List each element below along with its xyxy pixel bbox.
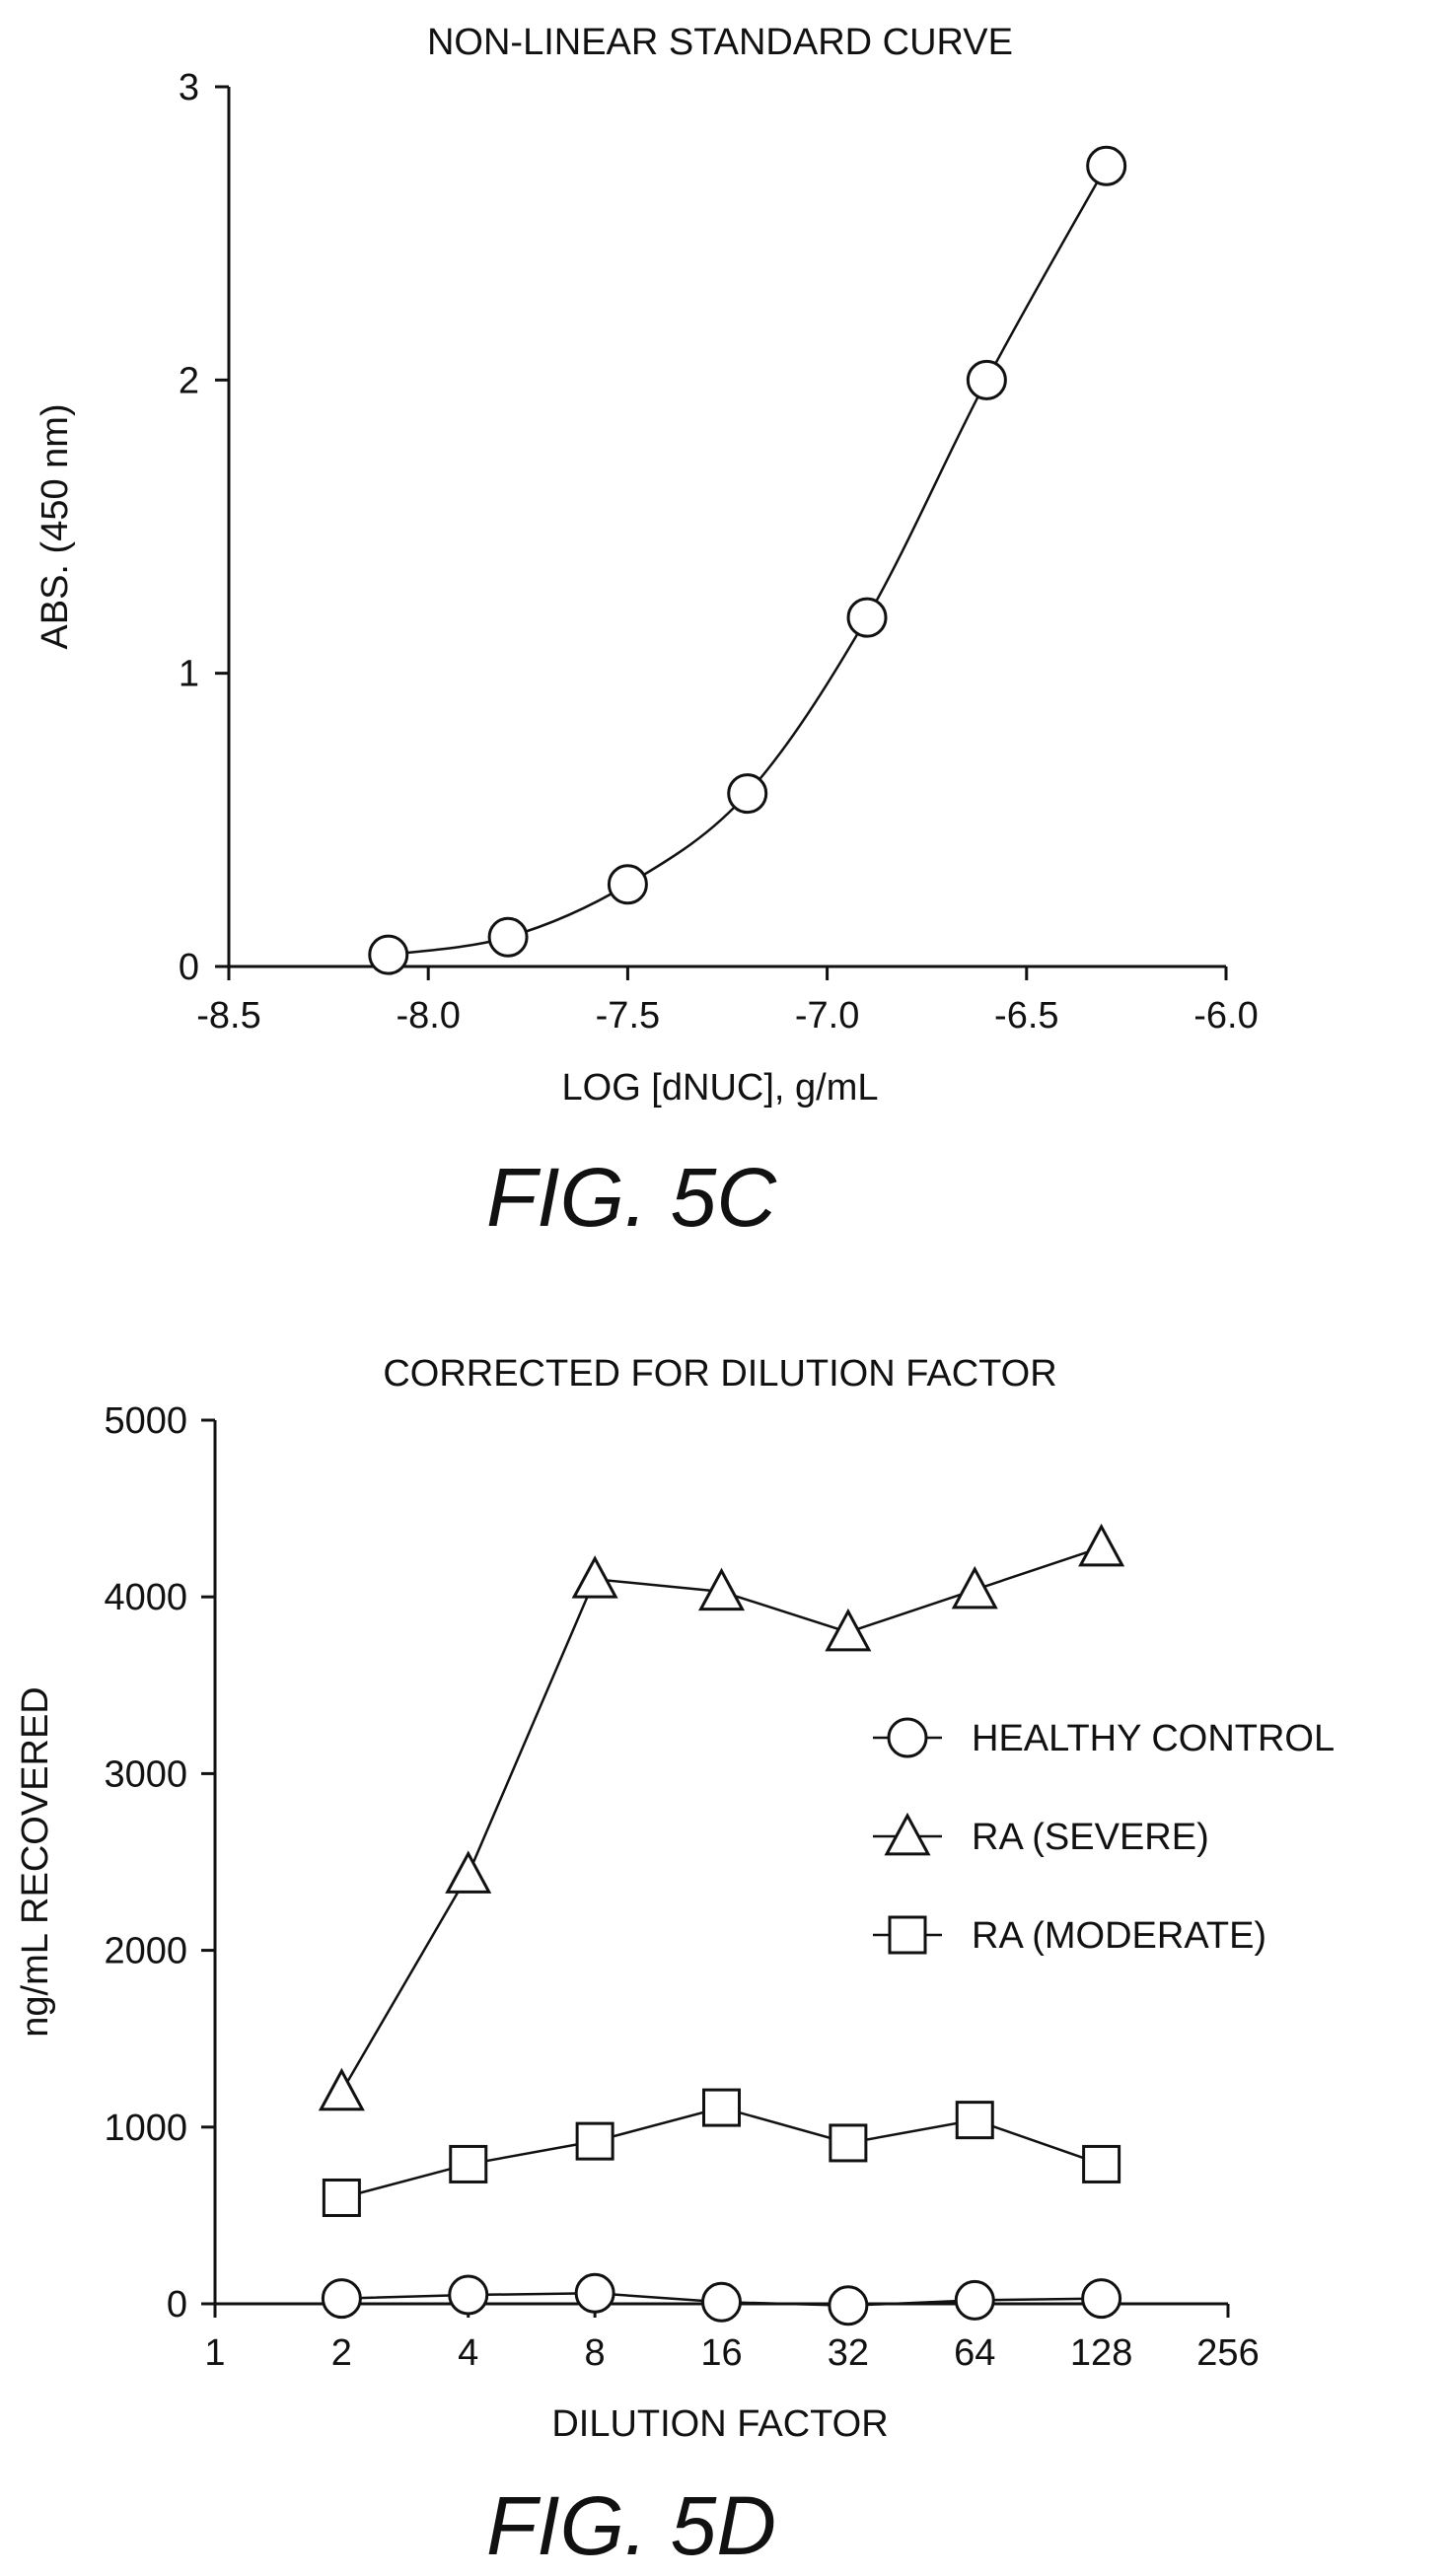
data-point — [1086, 145, 1127, 186]
figure-label: FIG. 5C — [486, 1151, 777, 1244]
data-point — [571, 1555, 618, 1599]
x-axis-label: LOG [dNUC], g/mL — [562, 1067, 879, 1109]
x-tick-label: 256 — [1196, 2332, 1259, 2374]
x-tick-label: 128 — [1070, 2332, 1132, 2374]
data-point — [321, 2278, 362, 2320]
data-point — [322, 2178, 361, 2217]
data-point — [701, 2281, 742, 2323]
series-square — [322, 2088, 1121, 2217]
y-tick-label: 3000 — [104, 1753, 187, 1795]
legend: HEALTHY CONTROL RA (SEVERE) RA (MODERATE) — [873, 1717, 1335, 1957]
data-point — [1078, 1523, 1125, 1567]
legend-item: RA (SEVERE) — [873, 1812, 1209, 1858]
y-tick-label: 4000 — [104, 1577, 187, 1618]
y-tick-label: 3 — [179, 67, 199, 108]
x-tick-label: 1 — [204, 2332, 225, 2374]
chart-title: CORRECTED FOR DILUTION FACTOR — [383, 1353, 1056, 1395]
legend-item: RA (MODERATE) — [873, 1915, 1266, 1957]
standard-curve-chart: NON-LINEAR STANDARD CURVE ABS. (450 nm) … — [35, 22, 1259, 1244]
x-tick-label: 8 — [585, 2332, 606, 2374]
x-tick-label: -7.5 — [596, 995, 660, 1037]
legend-marker — [888, 1915, 927, 1955]
x-tick-label: 2 — [331, 2332, 352, 2374]
y-tick-label: 2000 — [104, 1931, 187, 1972]
x-tick-label: 32 — [828, 2332, 869, 2374]
data-point — [487, 916, 529, 958]
data-point — [702, 2088, 741, 2127]
x-tick-label: -8.0 — [396, 995, 460, 1037]
data-point — [318, 2067, 365, 2111]
series — [368, 145, 1127, 975]
legend-marker — [884, 1812, 931, 1856]
series-circle — [321, 2272, 1122, 2326]
data-point — [951, 1565, 998, 1610]
data-point — [368, 934, 409, 975]
data-point — [697, 1567, 746, 1611]
y-axis-label: ng/mL RECOVERED — [15, 1686, 56, 2037]
x-tick-label: -6.0 — [1193, 995, 1258, 1037]
data-point — [607, 864, 648, 905]
data-point — [448, 2274, 489, 2316]
y-tick-label: 0 — [179, 947, 199, 988]
data-point — [829, 2123, 868, 2163]
legend-item: HEALTHY CONTROL — [873, 1717, 1335, 1759]
data-point — [1082, 2144, 1121, 2183]
y-tick-label: 1000 — [104, 2108, 187, 2149]
legend-label: RA (SEVERE) — [972, 1817, 1209, 1858]
x-tick-label: 64 — [954, 2332, 995, 2374]
y-tick-label: 5000 — [104, 1400, 187, 1442]
legend-marker — [887, 1717, 928, 1758]
y-tick-label: 1 — [179, 654, 199, 695]
tick-labels: 1 2 4 8 16 32 64 128 256 0 1000 2000 3000 4000 5000 — [104, 1400, 1259, 2374]
dilution-factor-chart: CORRECTED FOR DILUTION FACTOR ng/mL RECO… — [15, 1353, 1335, 2572]
data-point — [574, 2272, 615, 2314]
series-line — [388, 165, 1108, 957]
data-point — [727, 773, 768, 815]
y-axis-label: ABS. (450 nm) — [35, 403, 76, 649]
figure-label: FIG. 5D — [486, 2479, 776, 2572]
series-triangle — [318, 1523, 1125, 2111]
data-point — [575, 2121, 614, 2161]
chart-title: NON-LINEAR STANDARD CURVE — [427, 22, 1013, 63]
data-point — [828, 2285, 869, 2326]
data-point — [1081, 2278, 1122, 2320]
y-tick-label: 2 — [179, 360, 199, 401]
x-tick-label: -7.0 — [795, 995, 859, 1037]
data-point — [955, 2101, 994, 2140]
data-point — [445, 1850, 492, 1894]
x-tick-label: -6.5 — [994, 995, 1058, 1037]
data-point — [966, 359, 1007, 400]
data-point — [846, 597, 888, 638]
data-point — [449, 2144, 488, 2183]
x-tick-label: -8.5 — [196, 995, 260, 1037]
legend-label: RA (MODERATE) — [972, 1915, 1266, 1957]
data-point — [825, 1608, 872, 1652]
tick-labels: -8.5 -8.0 -7.5 -7.0 -6.5 -6.0 0 1 2 3 — [179, 67, 1259, 1037]
x-tick-label: 4 — [458, 2332, 478, 2374]
y-tick-label: 0 — [167, 2284, 187, 2326]
x-axis-label: DILUTION FACTOR — [551, 2403, 888, 2445]
series — [318, 1523, 1125, 2326]
data-point — [954, 2279, 995, 2321]
legend-label: HEALTHY CONTROL — [972, 1718, 1335, 1759]
x-tick-label: 16 — [700, 2332, 742, 2374]
